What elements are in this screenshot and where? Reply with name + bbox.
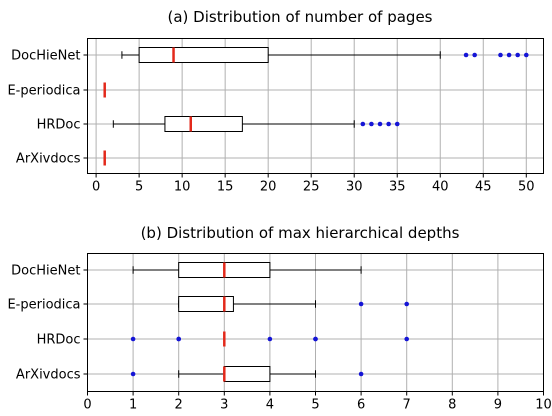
- outlier-point: [130, 336, 136, 342]
- outlier-point: [386, 121, 391, 127]
- chart-title: (a) Distribution of number of pages: [168, 8, 433, 26]
- iqr-box: [223, 366, 271, 382]
- outlier-point: [267, 336, 273, 342]
- outlier-point: [360, 121, 366, 127]
- box-group: [178, 296, 410, 312]
- box-group: [112, 116, 400, 132]
- chart-title: (b) Distribution of max hierarchical dep…: [141, 224, 460, 242]
- x-tick-label: 6: [357, 398, 365, 413]
- box-group: [121, 47, 529, 63]
- box-group: [130, 366, 364, 382]
- outlier-point: [506, 52, 512, 58]
- outlier-point: [313, 336, 318, 342]
- outlier-point: [523, 52, 529, 58]
- x-tick-label: 5: [311, 398, 319, 413]
- outlier-point: [130, 371, 136, 377]
- outlier-point: [472, 52, 477, 58]
- x-tick-label: 20: [260, 180, 277, 195]
- outlier-point: [463, 52, 469, 58]
- pages-distribution-panel: (a) Distribution of number of pages 0 5 10…: [7, 8, 544, 195]
- outlier-point: [358, 301, 364, 307]
- outlier-point: [515, 52, 520, 58]
- x-tick-label: 40: [432, 180, 449, 195]
- category-label: E-periodica: [7, 84, 80, 99]
- depth-distribution-panel: (b) Distribution of max hierarchical dep…: [7, 224, 551, 413]
- x-tick-label: 3: [220, 398, 228, 413]
- category-label: DocHieNet: [11, 264, 80, 279]
- category-label: HRDoc: [37, 333, 81, 348]
- x-tick-label: 4: [266, 398, 274, 413]
- box-group: [132, 262, 362, 278]
- x-tick-label: 10: [535, 398, 552, 413]
- box-group: [130, 331, 410, 347]
- x-tick-label: 35: [389, 180, 406, 195]
- outlier-point: [358, 371, 364, 377]
- iqr-box: [164, 116, 243, 132]
- x-tick-label: 7: [403, 398, 411, 413]
- x-tick-label: 1: [129, 398, 137, 413]
- outlier-point: [404, 301, 410, 307]
- category-label: E-periodica: [7, 298, 80, 313]
- category-label: ArXivdocs: [16, 368, 81, 383]
- x-tick-label: 30: [346, 180, 363, 195]
- category-label: HRDoc: [37, 118, 81, 133]
- x-tick-label: 0: [83, 398, 91, 413]
- category-label: ArXivdocs: [16, 152, 81, 167]
- plot-frame: [87, 38, 544, 174]
- outlier-point: [377, 121, 383, 127]
- x-tick-label: 50: [518, 180, 535, 195]
- x-tick-label: 8: [448, 398, 456, 413]
- outlier-point: [176, 336, 181, 342]
- x-tick-label: 15: [217, 180, 234, 195]
- outlier-point: [404, 336, 410, 342]
- outlier-point: [498, 52, 503, 58]
- x-tick-label: 5: [135, 180, 143, 195]
- x-tick-label: 9: [494, 398, 502, 413]
- x-tick-label: 2: [175, 398, 183, 413]
- category-label: DocHieNet: [11, 49, 80, 64]
- iqr-box: [178, 296, 234, 312]
- x-tick-label: 10: [174, 180, 191, 195]
- x-tick-label: 25: [303, 180, 320, 195]
- iqr-box: [138, 47, 269, 63]
- outlier-point: [369, 121, 374, 127]
- x-tick-label: 0: [92, 180, 100, 195]
- outlier-point: [394, 121, 400, 127]
- x-tick-label: 45: [475, 180, 492, 195]
